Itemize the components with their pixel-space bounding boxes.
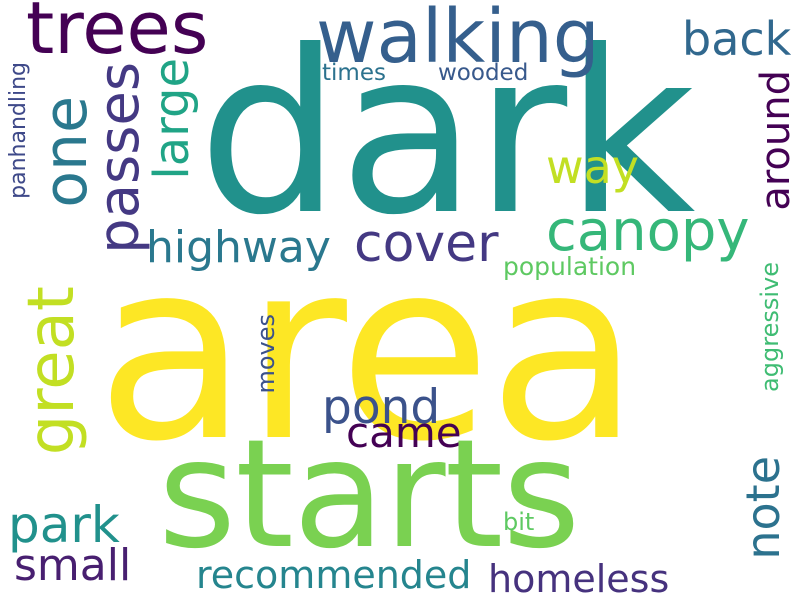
word-bit: bit	[503, 508, 535, 536]
word-large: large	[144, 58, 200, 180]
word-park: park	[8, 496, 120, 554]
word-homeless: homeless	[488, 557, 670, 600]
word-walking: walking	[316, 0, 600, 80]
word-note: note	[736, 456, 790, 560]
word-trees: trees	[26, 0, 209, 70]
word-passes: passes	[87, 62, 152, 254]
word-times: times	[322, 60, 386, 86]
word-great: great	[15, 286, 89, 456]
word-around: around	[753, 70, 799, 211]
word-moves: moves	[252, 314, 280, 394]
word-recommended: recommended	[196, 553, 472, 597]
word-population: population	[503, 252, 637, 281]
word-panhandling: panhandling	[6, 62, 31, 199]
word-pond: pond	[322, 380, 441, 435]
word-aggressive: aggressive	[756, 262, 784, 392]
word-way: way	[546, 140, 640, 194]
word-wooded: wooded	[438, 60, 529, 86]
word-back: back	[682, 12, 792, 66]
word-canopy: canopy	[546, 199, 750, 264]
word-dark: dark	[198, 3, 696, 265]
word-cover: cover	[354, 214, 499, 274]
word-highway: highway	[146, 222, 331, 273]
word-came: came	[346, 408, 462, 457]
word-area: area	[96, 208, 640, 496]
word-small: small	[14, 540, 132, 591]
word-starts: starts	[158, 408, 581, 582]
